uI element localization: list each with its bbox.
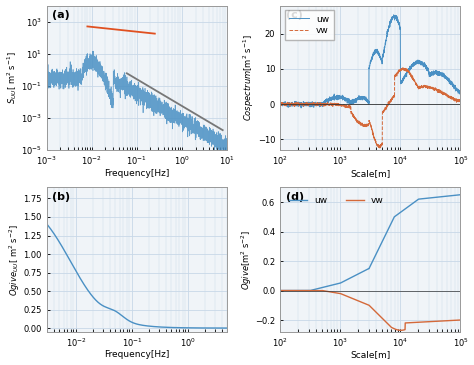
X-axis label: Scale[m]: Scale[m] [350, 350, 391, 360]
Line: uw: uw [280, 15, 460, 108]
vw [419, 84, 425, 89]
vw [457, 99, 463, 103]
uw [298, 106, 304, 110]
Y-axis label: $S_{UU}$[ m$^2$ s$^{-1}$]: $S_{UU}$[ m$^2$ s$^{-1}$] [6, 51, 19, 104]
uw [453, 86, 458, 90]
uw [360, 96, 366, 100]
uw [350, 274, 356, 279]
vw [377, 146, 383, 151]
uw [453, 85, 458, 89]
vw [457, 318, 463, 322]
uw [277, 288, 283, 293]
vw [360, 124, 366, 128]
vw [277, 102, 283, 106]
uw [391, 13, 396, 17]
uw [296, 288, 301, 293]
Legend: uw, vw: uw, vw [284, 10, 334, 40]
Y-axis label: $Ogive_{UU}$[ m$^2$ s$^{-2}$]: $Ogive_{UU}$[ m$^2$ s$^{-2}$] [8, 224, 22, 296]
uw [401, 208, 407, 212]
Y-axis label: $Ogive$[m$^2$ s$^{-2}$]: $Ogive$[m$^2$ s$^{-2}$] [239, 229, 254, 290]
Line: vw: vw [280, 291, 460, 330]
uw [365, 99, 371, 103]
Text: (a): (a) [52, 10, 70, 20]
vw [418, 320, 424, 324]
Legend: uw, vw: uw, vw [284, 192, 388, 210]
uw [277, 101, 283, 106]
Line: uw: uw [280, 195, 460, 291]
vw [401, 66, 406, 70]
Text: (d): (d) [285, 192, 304, 202]
X-axis label: Frequency[Hz]: Frequency[Hz] [104, 169, 170, 178]
vw [319, 288, 325, 293]
uw [286, 101, 292, 106]
Text: (b): (b) [52, 192, 70, 202]
X-axis label: Frequency[Hz]: Frequency[Hz] [104, 350, 170, 360]
vw [277, 288, 283, 293]
uw [457, 193, 463, 197]
vw [398, 328, 403, 333]
vw [365, 123, 371, 128]
uw [457, 93, 463, 98]
X-axis label: Scale[m]: Scale[m] [350, 169, 391, 178]
uw [421, 196, 427, 201]
vw [401, 328, 407, 332]
vw [286, 101, 292, 106]
vw [296, 288, 301, 293]
Line: vw: vw [280, 68, 460, 149]
Text: (c): (c) [285, 10, 302, 20]
vw [453, 97, 458, 101]
uw [419, 61, 425, 65]
vw [357, 299, 363, 304]
vw [421, 320, 427, 324]
uw [418, 197, 424, 201]
Y-axis label: $Cospectrum$[m$^2$ s$^{-1}$]: $Cospectrum$[m$^2$ s$^{-1}$] [242, 34, 256, 121]
vw [350, 297, 356, 301]
uw [357, 271, 363, 276]
vw [453, 97, 458, 102]
